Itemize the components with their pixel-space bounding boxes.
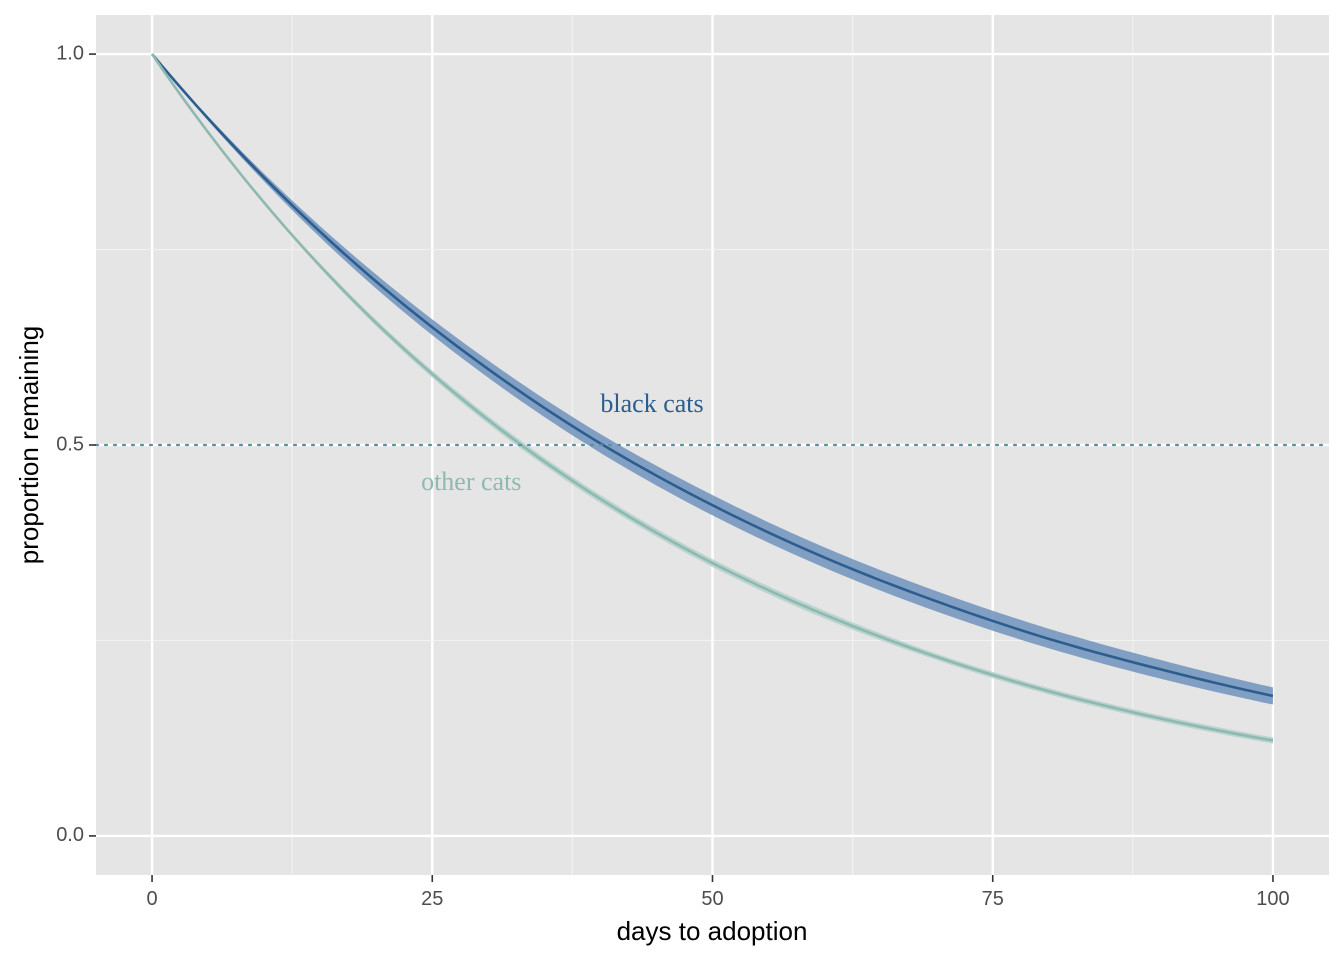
series-annotations: black cats other cats — [421, 389, 704, 496]
x-axis: 0 25 50 75 100 — [146, 875, 1290, 910]
y-tick-label: 0.0 — [56, 824, 84, 846]
label-other-cats: other cats — [421, 467, 521, 496]
y-axis-title: proportion remaining — [14, 326, 44, 564]
x-tick-label: 75 — [982, 888, 1004, 910]
x-tick-label: 25 — [421, 888, 443, 910]
label-black-cats: black cats — [600, 389, 703, 418]
x-tick-label: 50 — [701, 888, 723, 910]
y-tick-label: 0.5 — [56, 433, 84, 455]
line-black-cats — [151, 53, 1274, 698]
major-gridlines — [96, 15, 1329, 875]
series-lines — [150, 53, 1274, 742]
x-tick-label: 100 — [1256, 888, 1289, 910]
y-axis: 0.0 0.5 1.0 — [56, 42, 96, 846]
line-other-cats — [150, 53, 1274, 742]
x-tick-label: 0 — [146, 888, 157, 910]
x-axis-title: days to adoption — [617, 916, 808, 946]
y-tick-label: 1.0 — [56, 42, 84, 64]
